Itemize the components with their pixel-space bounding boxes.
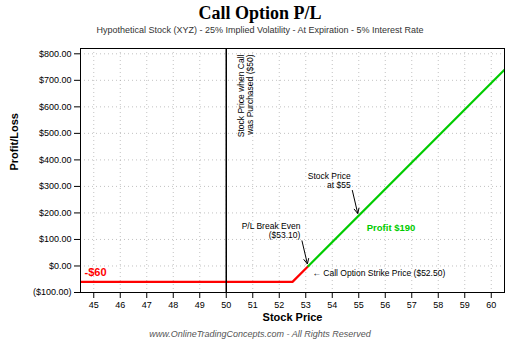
svg-text:Stock Price when Callwas Purch: Stock Price when Callwas Purchased ($50) [236, 54, 255, 137]
svg-text:47: 47 [142, 300, 152, 310]
svg-text:Profit/Loss: Profit/Loss [8, 113, 20, 170]
svg-text:56: 56 [380, 300, 390, 310]
svg-text:54: 54 [327, 300, 337, 310]
svg-text:P/L Break Even($53.10): P/L Break Even($53.10) [242, 221, 301, 240]
html-text:Call Option P/L: Call Option P/L [198, 3, 322, 23]
svg-text:57: 57 [407, 300, 417, 310]
svg-text:49: 49 [195, 300, 205, 310]
svg-text:Stock Priceat $55: Stock Priceat $55 [308, 171, 351, 190]
svg-text:$700.00: $700.00 [39, 75, 72, 85]
svg-text:53: 53 [301, 300, 311, 310]
svg-text:46: 46 [115, 300, 125, 310]
svg-text:← Call Option Strike Price ($5: ← Call Option Strike Price ($52.50) [313, 268, 446, 278]
svg-text:50: 50 [221, 300, 231, 310]
svg-text:58: 58 [433, 300, 443, 310]
svg-text:$200.00: $200.00 [39, 208, 72, 218]
svg-text:$100.00: $100.00 [39, 234, 72, 244]
svg-text:59: 59 [460, 300, 470, 310]
html-text:www.OnlineTradingConcepts.com: www.OnlineTradingConcepts.com - All Righ… [149, 329, 371, 339]
svg-text:$500.00: $500.00 [39, 128, 72, 138]
svg-text:Profit $190: Profit $190 [367, 222, 416, 233]
svg-text:Stock Price: Stock Price [263, 311, 323, 323]
svg-text:60: 60 [486, 300, 496, 310]
svg-text:45: 45 [89, 300, 99, 310]
svg-text:55: 55 [354, 300, 364, 310]
svg-text:48: 48 [168, 300, 178, 310]
html-text:Hypothetical Stock (XYZ) - 25%: Hypothetical Stock (XYZ) - 25% Implied V… [96, 25, 424, 35]
svg-text:$0.00: $0.00 [49, 261, 72, 271]
svg-text:($100.00): ($100.00) [33, 287, 72, 297]
svg-text:51: 51 [248, 300, 258, 310]
svg-text:$600.00: $600.00 [39, 102, 72, 112]
svg-text:-$60: -$60 [85, 266, 107, 278]
svg-text:$800.00: $800.00 [39, 49, 72, 59]
svg-text:$400.00: $400.00 [39, 155, 72, 165]
svg-text:52: 52 [274, 300, 284, 310]
svg-text:$300.00: $300.00 [39, 181, 72, 191]
